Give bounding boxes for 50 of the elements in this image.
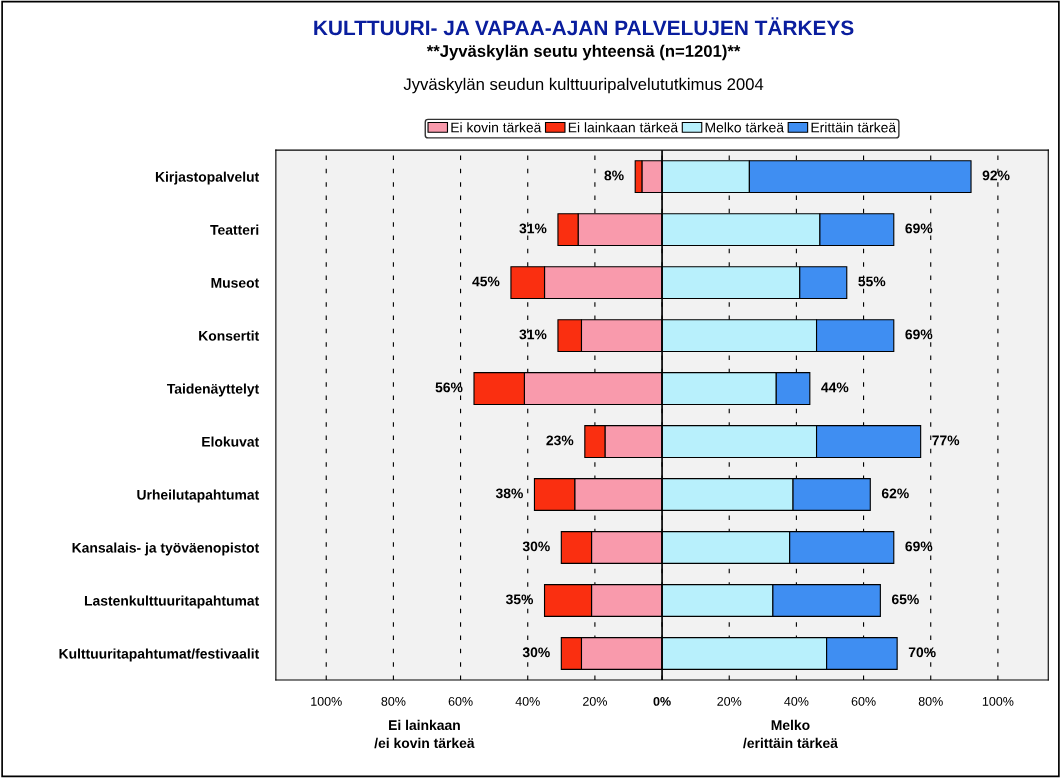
- annotation: 38%: [495, 488, 523, 499]
- x-tick-label: 20%: [717, 696, 742, 706]
- annotation: 44%: [821, 382, 849, 393]
- x-tick-label: 40%: [515, 696, 540, 706]
- x-tick-label: 0%: [653, 696, 671, 706]
- text: Melko /erittäin tärkeä: [743, 719, 838, 749]
- annotation: 45%: [472, 276, 500, 287]
- annotation: 35%: [505, 594, 534, 605]
- text: Jyväskylän seudun kulttuuripalvelututkimus 2004: [403, 77, 764, 94]
- annotation: 56%: [435, 382, 463, 393]
- annotation: 30%: [522, 541, 550, 552]
- x-tick-label: 40%: [784, 696, 809, 706]
- annotation: 92%: [982, 170, 1010, 181]
- y-tick-label: Kirjastopalvelut: [155, 171, 260, 185]
- y-tick-label: Konsertit: [199, 330, 260, 341]
- annotation: 31%: [519, 223, 547, 234]
- y-tick-label: Elokuvat: [202, 436, 260, 447]
- x-tick-label: 80%: [381, 696, 406, 706]
- chart-subtitle: **Jyväskylän seutu yhteensä (n=1201)**: [426, 44, 741, 61]
- y-tick-label: Urheilutapahtumat: [137, 489, 260, 503]
- y-tick-label: Kansalais- ja työväenopistot: [72, 542, 260, 556]
- legend-label: Melko tärkeä: [705, 122, 785, 133]
- y-tick-label: Lastenkulttuuritapahtumat: [84, 595, 260, 609]
- y-tick-label: Museot: [211, 278, 260, 288]
- y-tick-label: Taidenäyttelyt: [166, 383, 260, 397]
- annotation: 69%: [905, 223, 933, 234]
- chart-title: KULTTUURI- JA VAPAA-AJAN PALVELUJEN TÄRKEYS: [314, 17, 854, 36]
- annotation: 31%: [519, 329, 547, 340]
- annotation: 8%: [604, 170, 624, 181]
- x-tick-label: 80%: [918, 696, 943, 706]
- legend-label: Ei kovin tärkeä: [451, 122, 542, 133]
- x-tick-label: 100%: [982, 696, 1014, 706]
- annotation: 69%: [905, 541, 933, 552]
- x-tick-label: 20%: [583, 696, 607, 706]
- legend-label: Ei lainkaan tärkeä: [568, 122, 679, 133]
- x-tick-label: 60%: [851, 696, 876, 706]
- annotation: 77%: [932, 435, 960, 446]
- annotation: 30%: [522, 647, 550, 658]
- text: Ei lainkaan /ei kovin tärkeä: [374, 719, 475, 749]
- legend-label: Erittäin tärkeä: [811, 122, 897, 133]
- annotation: 55%: [858, 276, 886, 287]
- x-tick-label: 100%: [311, 696, 342, 706]
- annotation: 62%: [881, 488, 909, 499]
- x-tick-label: 60%: [448, 696, 473, 706]
- annotation: 69%: [905, 329, 933, 340]
- y-tick-label: Teatteri: [210, 224, 259, 235]
- annotation: 23%: [546, 435, 574, 446]
- y-tick-label: Kulttuuritapahtumat/festivaalit: [59, 648, 260, 662]
- annotation: 70%: [908, 647, 936, 658]
- annotation: 65%: [891, 594, 919, 605]
